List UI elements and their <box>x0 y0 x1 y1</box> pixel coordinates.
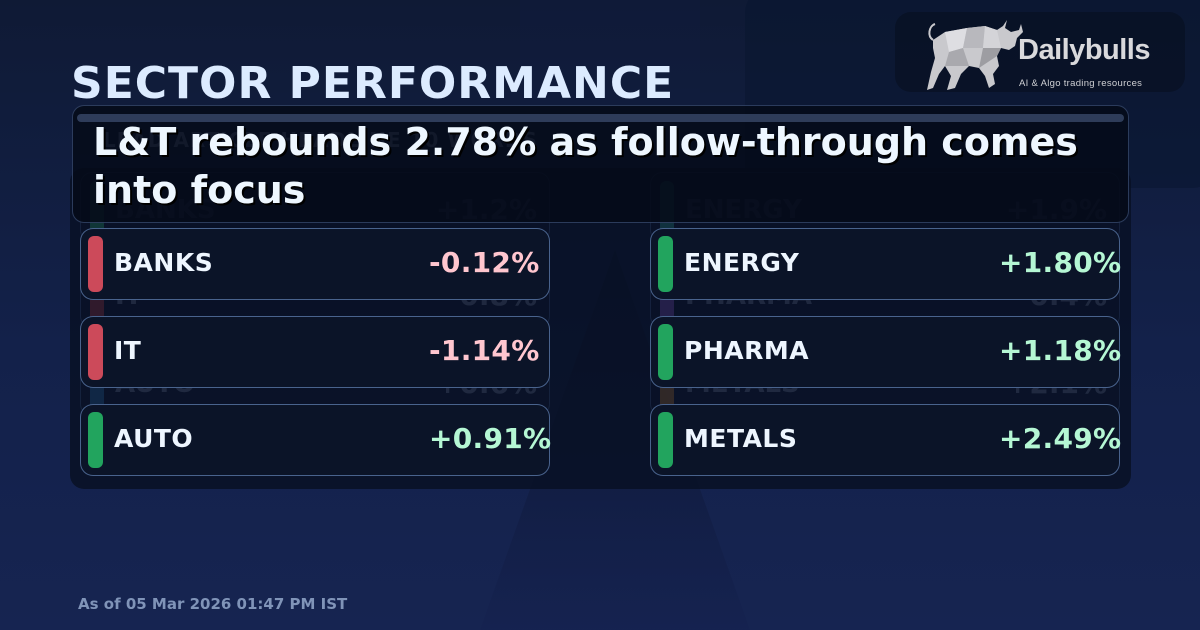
sector-card-banks: BANKS -0.12% <box>80 228 550 300</box>
sector-card-pharma: PHARMA +1.18% <box>650 316 1122 388</box>
brand-name: Dailybulls <box>1018 34 1151 66</box>
sector-name: PHARMA <box>684 336 810 365</box>
brand-tagline: AI & Algo trading resources <box>1019 78 1143 89</box>
bull-icon <box>927 20 1023 90</box>
sector-name: METALS <box>684 424 798 453</box>
sector-change: +2.49% <box>999 422 1122 455</box>
sector-change: -1.14% <box>429 334 540 367</box>
direction-bar <box>88 412 103 468</box>
direction-bar <box>658 324 673 380</box>
headline-box: LEAD ARTICLE HEADLINE 10 WORDS L&T rebou… <box>72 105 1129 223</box>
sector-change: +0.91% <box>429 422 552 455</box>
headline-topline <box>77 114 1124 122</box>
sector-card-energy: ENERGY +1.80% <box>650 228 1122 300</box>
sector-name: AUTO <box>114 424 194 453</box>
direction-bar <box>88 236 103 292</box>
sector-change: -0.12% <box>429 246 540 279</box>
timestamp: As of 05 Mar 2026 01:47 PM IST <box>78 595 348 613</box>
sector-card-it: IT -1.14% <box>80 316 550 388</box>
sector-name: ENERGY <box>684 248 800 277</box>
sector-change: +1.80% <box>999 246 1122 279</box>
direction-bar <box>88 324 103 380</box>
section-title: SECTOR PERFORMANCE <box>71 58 675 109</box>
sector-change: +1.18% <box>999 334 1122 367</box>
sector-card-metals: METALS +2.49% <box>650 404 1122 476</box>
sector-card-auto: AUTO +0.91% <box>80 404 552 476</box>
brand-logo: Dailybulls AI & Algo trading resources <box>895 12 1185 92</box>
direction-bar <box>658 236 673 292</box>
headline: L&T rebounds 2.78% as follow-through com… <box>93 120 1078 212</box>
sector-name: IT <box>114 336 142 365</box>
sector-name: BANKS <box>114 248 214 277</box>
headline-ghost: LEAD ARTICLE HEADLINE 10 WORDS <box>103 128 538 152</box>
direction-bar <box>658 412 673 468</box>
